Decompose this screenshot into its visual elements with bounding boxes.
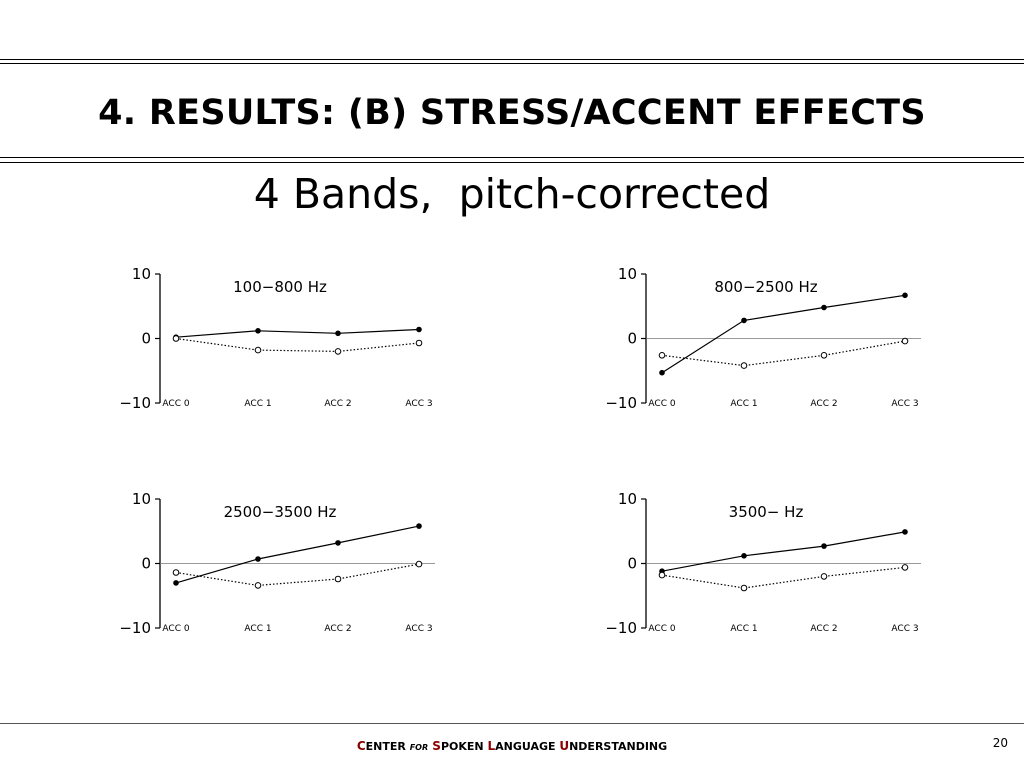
data-point-series-2 — [820, 573, 828, 580]
x-tick-label: ACC 3 — [405, 624, 432, 634]
data-point-series-1 — [902, 292, 908, 299]
y-tick-label: 0 — [141, 330, 151, 348]
data-point-series-2 — [658, 571, 666, 579]
x-tick-label: ACC 1 — [730, 399, 757, 409]
x-tick-label: ACC 2 — [324, 624, 351, 634]
data-point-series-2 — [658, 352, 666, 359]
data-point-series-2 — [415, 560, 423, 568]
y-tick-label: 0 — [141, 555, 151, 573]
footer-brand: CENTER FOR SPOKEN LANGUAGE UNDERSTANDING — [0, 738, 1024, 756]
footer-rule — [0, 723, 1024, 724]
footer-brand-part: ENTER — [365, 740, 410, 753]
x-tick-label: ACC 3 — [891, 399, 918, 409]
footer-brand-part: ANGUAGE — [495, 740, 560, 753]
chart-panel-3: 10 0 −10 ACC 0 ACC 1 ACC 2 ACC 3 2500−3500 Hz — [110, 487, 450, 643]
y-tick-label: 10 — [618, 265, 637, 283]
data-point-series-1 — [741, 553, 747, 559]
data-point-series-2 — [901, 337, 909, 345]
footer-brand-part: L — [487, 739, 496, 753]
data-point-series-1 — [335, 540, 341, 546]
series-line-2 — [661, 566, 906, 589]
data-point-series-2 — [820, 352, 828, 359]
data-point-series-2 — [334, 575, 342, 583]
series-line-1 — [175, 525, 420, 584]
series-line-1 — [175, 328, 420, 338]
data-point-series-1 — [255, 556, 261, 562]
x-tick-label: ACC 3 — [405, 399, 432, 409]
footer-brand-part: POKEN — [440, 740, 488, 753]
series-line-1 — [661, 294, 906, 374]
title-rule-2 — [0, 162, 1024, 163]
y-tick-label: 0 — [627, 555, 637, 573]
x-tick-label: ACC 3 — [891, 624, 918, 634]
y-tick-label: 10 — [132, 265, 151, 283]
footer-brand-part: FOR — [409, 743, 429, 752]
chart-svg-2: 10 0 −10 ACC 0 ACC 1 ACC 2 ACC 3 800−2500 Hz — [605, 265, 921, 412]
x-tick-label: ACC 2 — [810, 624, 837, 634]
y-tick-label: −10 — [605, 619, 637, 637]
page-number: 20 — [992, 736, 1008, 750]
data-point-series-2 — [172, 569, 180, 576]
y-tick-label: −10 — [119, 394, 151, 412]
top-rule-2 — [0, 63, 1024, 64]
x-tick-label: ACC 1 — [244, 399, 271, 409]
chart-svg-1: 10 0 −10 ACC 0 ACC 1 ACC 2 ACC 3 100−800 Hz — [119, 265, 432, 412]
data-point-series-2 — [901, 564, 909, 571]
footer-brand-part: NDERSTANDING — [569, 740, 668, 753]
top-rule-1 — [0, 59, 1024, 60]
data-point-series-2 — [334, 348, 342, 355]
chart-title: 800−2500 Hz — [714, 278, 817, 296]
x-tick-label: ACC 1 — [730, 624, 757, 634]
chart-panel-4: 10 0 −10 ACC 0 ACC 1 ACC 2 ACC 3 3500− Hz — [596, 487, 936, 643]
data-point-series-1 — [659, 369, 665, 376]
footer-brand-part: U — [559, 739, 570, 753]
chart-title: 3500− Hz — [729, 503, 804, 521]
chart-svg-4: 10 0 −10 ACC 0 ACC 1 ACC 2 ACC 3 3500− Hz — [605, 490, 921, 637]
chart-panel-2: 10 0 −10 ACC 0 ACC 1 ACC 2 ACC 3 800−2500 Hz — [596, 262, 936, 418]
x-tick-label: ACC 0 — [162, 624, 189, 634]
footer-brand-part: S — [428, 739, 441, 753]
data-point-series-1 — [416, 523, 422, 529]
title-rule-1 — [0, 157, 1024, 158]
data-point-series-2 — [740, 584, 748, 592]
x-tick-label: ACC 1 — [244, 624, 271, 634]
y-tick-label: 10 — [132, 490, 151, 508]
x-tick-label: ACC 2 — [324, 399, 351, 409]
data-point-series-1 — [902, 529, 908, 535]
data-point-series-1 — [821, 543, 827, 549]
data-point-series-1 — [741, 317, 747, 324]
x-tick-label: ACC 0 — [648, 399, 675, 409]
data-point-series-1 — [335, 330, 341, 337]
slide-subtitle: 4 Bands, pitch-corrected — [253, 170, 771, 218]
data-point-series-1 — [416, 326, 422, 333]
series-line-2 — [175, 563, 420, 587]
y-tick-label: −10 — [605, 394, 637, 412]
x-tick-label: ACC 2 — [810, 399, 837, 409]
data-point-series-1 — [255, 328, 261, 334]
y-tick-label: 0 — [627, 330, 637, 348]
data-point-series-1 — [821, 304, 827, 311]
data-point-series-2 — [254, 346, 262, 354]
x-tick-label: ACC 0 — [162, 399, 189, 409]
series-line-2 — [661, 340, 906, 367]
series-line-1 — [661, 531, 906, 572]
data-point-series-2 — [415, 339, 423, 347]
data-point-series-2 — [172, 335, 180, 342]
y-tick-label: 10 — [618, 490, 637, 508]
chart-title: 100−800 Hz — [233, 278, 327, 296]
footer-brand-part: C — [356, 739, 366, 753]
data-point-series-1 — [173, 580, 179, 586]
data-point-series-2 — [740, 362, 748, 369]
data-point-series-2 — [254, 582, 262, 589]
x-tick-label: ACC 0 — [648, 624, 675, 634]
series-line-2 — [175, 337, 420, 353]
chart-panel-1: 10 0 −10 ACC 0 ACC 1 ACC 2 ACC 3 100−800 Hz — [110, 262, 450, 418]
slide-title: 4. RESULTS: (B) STRESS/ACCENT EFFECTS — [98, 93, 926, 133]
chart-title: 2500−3500 Hz — [224, 503, 337, 521]
chart-svg-3: 10 0 −10 ACC 0 ACC 1 ACC 2 ACC 3 2500−3500 Hz — [119, 490, 435, 637]
y-tick-label: −10 — [119, 619, 151, 637]
